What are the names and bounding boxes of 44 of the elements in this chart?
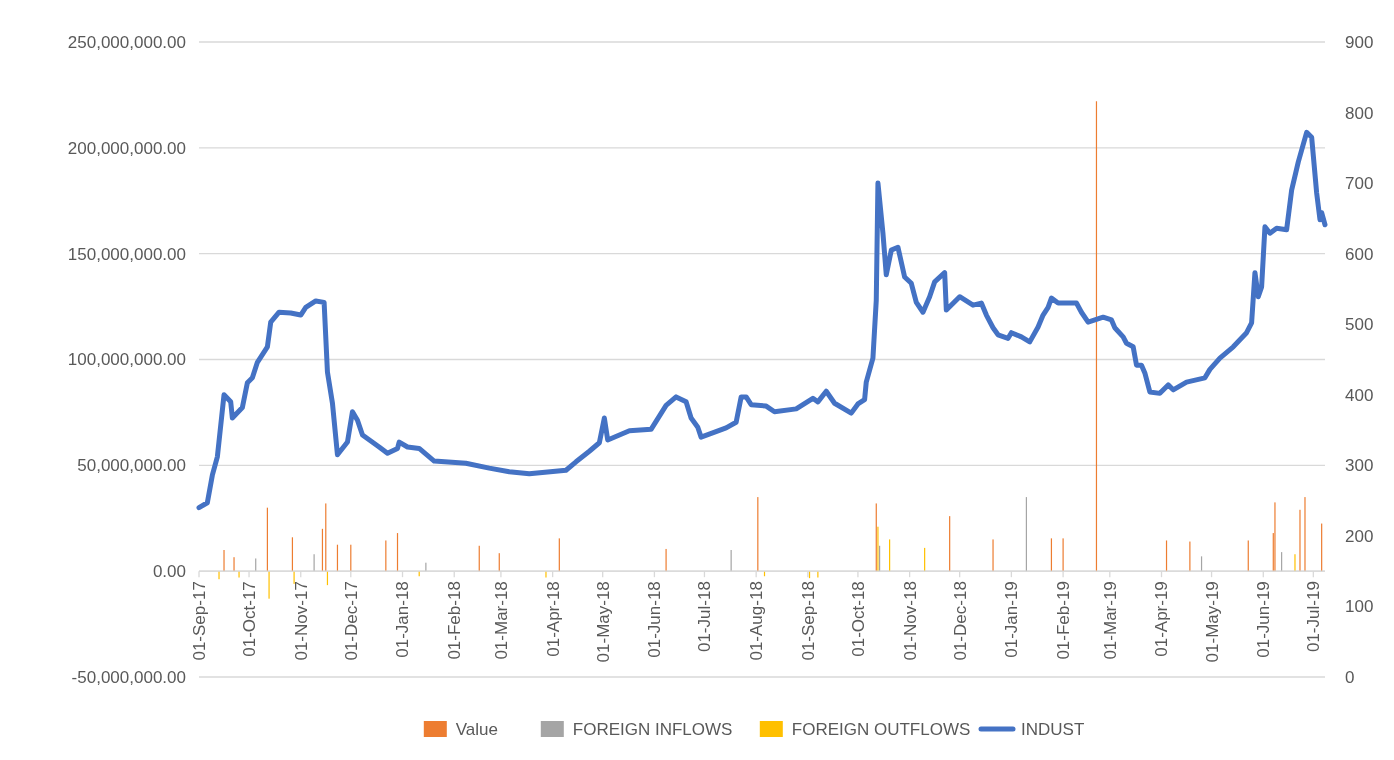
legend-label: FOREIGN OUTFLOWS xyxy=(791,719,971,739)
x-tick-label: 01-Jun-19 xyxy=(1254,581,1274,658)
x-tick-label: 01-Feb-18 xyxy=(445,581,465,660)
y2-tick-label: 600 xyxy=(1345,244,1374,264)
x-tick-label: 01-Jan-18 xyxy=(393,581,413,658)
x-tick-label: 01-Oct-17 xyxy=(239,581,259,657)
y2-tick-label: 300 xyxy=(1345,456,1374,476)
x-tick-label: 01-Jul-18 xyxy=(695,581,715,653)
x-tick-label: 01-Apr-19 xyxy=(1152,581,1172,657)
x-tick-label: 01-Nov-17 xyxy=(291,581,311,661)
y-tick-label: 100,000,000.00 xyxy=(67,350,186,370)
x-tick-label: 01-Mar-18 xyxy=(491,581,511,660)
y-tick-label: -50,000,000.00 xyxy=(71,667,186,687)
x-tick-label: 01-Oct-18 xyxy=(848,581,868,657)
y-tick-label: 50,000,000.00 xyxy=(77,456,186,476)
x-tick-label: 01-Nov-18 xyxy=(900,581,920,661)
legend-label: FOREIGN INFLOWS xyxy=(572,719,733,739)
y2-tick-label: 900 xyxy=(1345,32,1374,52)
legend-label: INDUST xyxy=(1021,719,1085,739)
x-tick-label: 01-Apr-18 xyxy=(543,581,563,657)
y2-tick-label: 0 xyxy=(1345,667,1355,687)
x-tick-label: 01-Jan-19 xyxy=(1002,581,1022,658)
legend-label: Value xyxy=(455,719,499,739)
y2-tick-label: 400 xyxy=(1345,385,1374,405)
y2-tick-label: 100 xyxy=(1345,597,1374,617)
y2-tick-label: 200 xyxy=(1345,526,1374,546)
x-tick-label: 01-Mar-19 xyxy=(1100,581,1120,660)
y-tick-label: 200,000,000.00 xyxy=(67,138,186,158)
x-tick-label: 01-May-18 xyxy=(593,581,613,663)
y2-tick-label: 700 xyxy=(1345,174,1374,194)
y-tick-label: 250,000,000.00 xyxy=(67,32,186,52)
x-tick-label: 01-Aug-18 xyxy=(747,581,767,661)
x-tick-label: 01-Sep-18 xyxy=(798,581,818,661)
y2-tick-label: 800 xyxy=(1345,103,1374,123)
x-tick-label: 01-Feb-19 xyxy=(1054,581,1074,660)
x-tick-label: 01-Dec-17 xyxy=(341,581,361,661)
x-tick-label: 01-Dec-18 xyxy=(950,581,970,661)
y-tick-label: 0.00 xyxy=(152,562,186,582)
y2-tick-label: 500 xyxy=(1345,315,1374,335)
y-tick-label: 150,000,000.00 xyxy=(67,244,186,264)
x-tick-label: 01-Sep-17 xyxy=(189,581,209,661)
x-tick-label: 01-May-19 xyxy=(1202,581,1222,663)
x-tick-label: 01-Jul-19 xyxy=(1304,581,1324,653)
x-tick-label: 01-Jun-18 xyxy=(645,581,665,658)
